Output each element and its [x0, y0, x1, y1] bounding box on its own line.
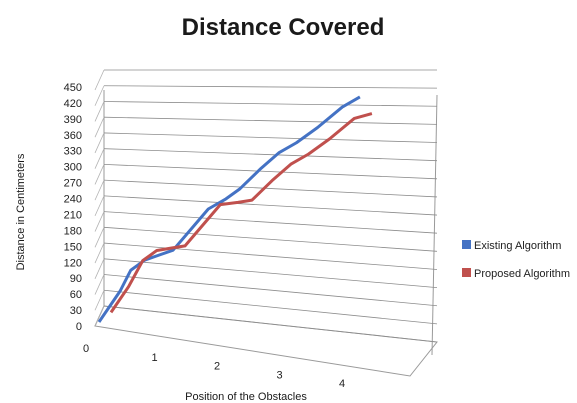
series-proposed-line	[109, 112, 373, 314]
gridline-side	[94, 148, 105, 169]
gridline	[103, 148, 438, 162]
y-tick-label: 210	[64, 209, 82, 221]
floor-outline	[94, 305, 438, 377]
series-lines	[97, 95, 373, 323]
gridline	[103, 116, 438, 125]
x-axis-ticks: 0 1 2 3 4	[83, 343, 345, 390]
legend-label-proposed: Proposed Algorithm	[474, 268, 570, 280]
gridline-side	[94, 227, 105, 248]
legend-swatch-proposed	[462, 268, 471, 277]
gridline-side	[94, 258, 105, 279]
y-tick-label: 390	[64, 114, 82, 126]
gridline-side	[94, 164, 105, 185]
legend-label-existing: Existing Algorithm	[474, 240, 561, 252]
y-tick-label: 270	[64, 178, 82, 190]
y-tick-label: 0	[76, 321, 82, 333]
gridline	[103, 164, 438, 180]
gridline-side	[94, 242, 105, 264]
gridline-side	[94, 85, 105, 106]
gridline	[103, 226, 438, 252]
gridline	[103, 132, 438, 143]
y-axis-label: Distance in Centimeters	[15, 153, 27, 270]
chart-title: Distance Covered	[182, 14, 385, 41]
gridline	[103, 85, 438, 89]
gridline	[103, 258, 438, 288]
legend-swatch-existing	[462, 240, 471, 249]
series-existing-line	[97, 95, 361, 323]
gridline-side	[94, 290, 105, 311]
y-tick-label: 360	[64, 130, 82, 142]
x-axis-label: Position of the Obstacles	[185, 391, 307, 403]
gridline-side	[94, 305, 105, 327]
y-tick-label: 300	[64, 162, 82, 174]
x-tick-label: 0	[83, 343, 89, 355]
gridline	[103, 274, 438, 307]
gridline	[103, 289, 438, 325]
plot-walls	[94, 90, 438, 377]
gridline	[103, 242, 438, 270]
legend: Existing Algorithm Proposed Algorithm	[462, 240, 570, 280]
gridline-side	[94, 274, 105, 295]
y-tick-label: 90	[70, 273, 82, 285]
y-tick-label: 150	[64, 241, 82, 253]
gridline	[103, 305, 438, 343]
y-tick-label: 330	[64, 146, 82, 158]
y-tick-label: 450	[64, 82, 82, 94]
gridline-side	[94, 117, 105, 138]
gridline	[103, 179, 438, 198]
y-tick-label: 420	[64, 98, 82, 110]
gridline-side	[94, 69, 105, 91]
x-tick-label: 3	[276, 369, 282, 381]
y-tick-label: 180	[64, 225, 82, 237]
y-tick-label: 60	[70, 289, 82, 301]
gridline-side	[94, 211, 105, 232]
gridline-side	[94, 101, 105, 122]
y-tick-label: 120	[64, 257, 82, 269]
gridline-side	[94, 195, 105, 217]
gridline	[103, 195, 438, 216]
gridlines	[94, 69, 438, 343]
x-tick-label: 1	[151, 352, 157, 364]
gridline-side	[94, 179, 105, 201]
x-tick-label: 4	[339, 378, 345, 390]
gridline	[103, 211, 438, 234]
back-wall-right-edge	[431, 94, 438, 356]
x-tick-label: 2	[214, 361, 220, 373]
y-tick-label: 240	[64, 194, 82, 206]
gridline	[103, 101, 438, 107]
y-tick-label: 30	[70, 305, 82, 317]
gridline-side	[94, 132, 105, 154]
y-axis-ticks: 0 30 60 90 120 150 180 210 240 270 300 330 360 390 420…	[64, 82, 82, 333]
